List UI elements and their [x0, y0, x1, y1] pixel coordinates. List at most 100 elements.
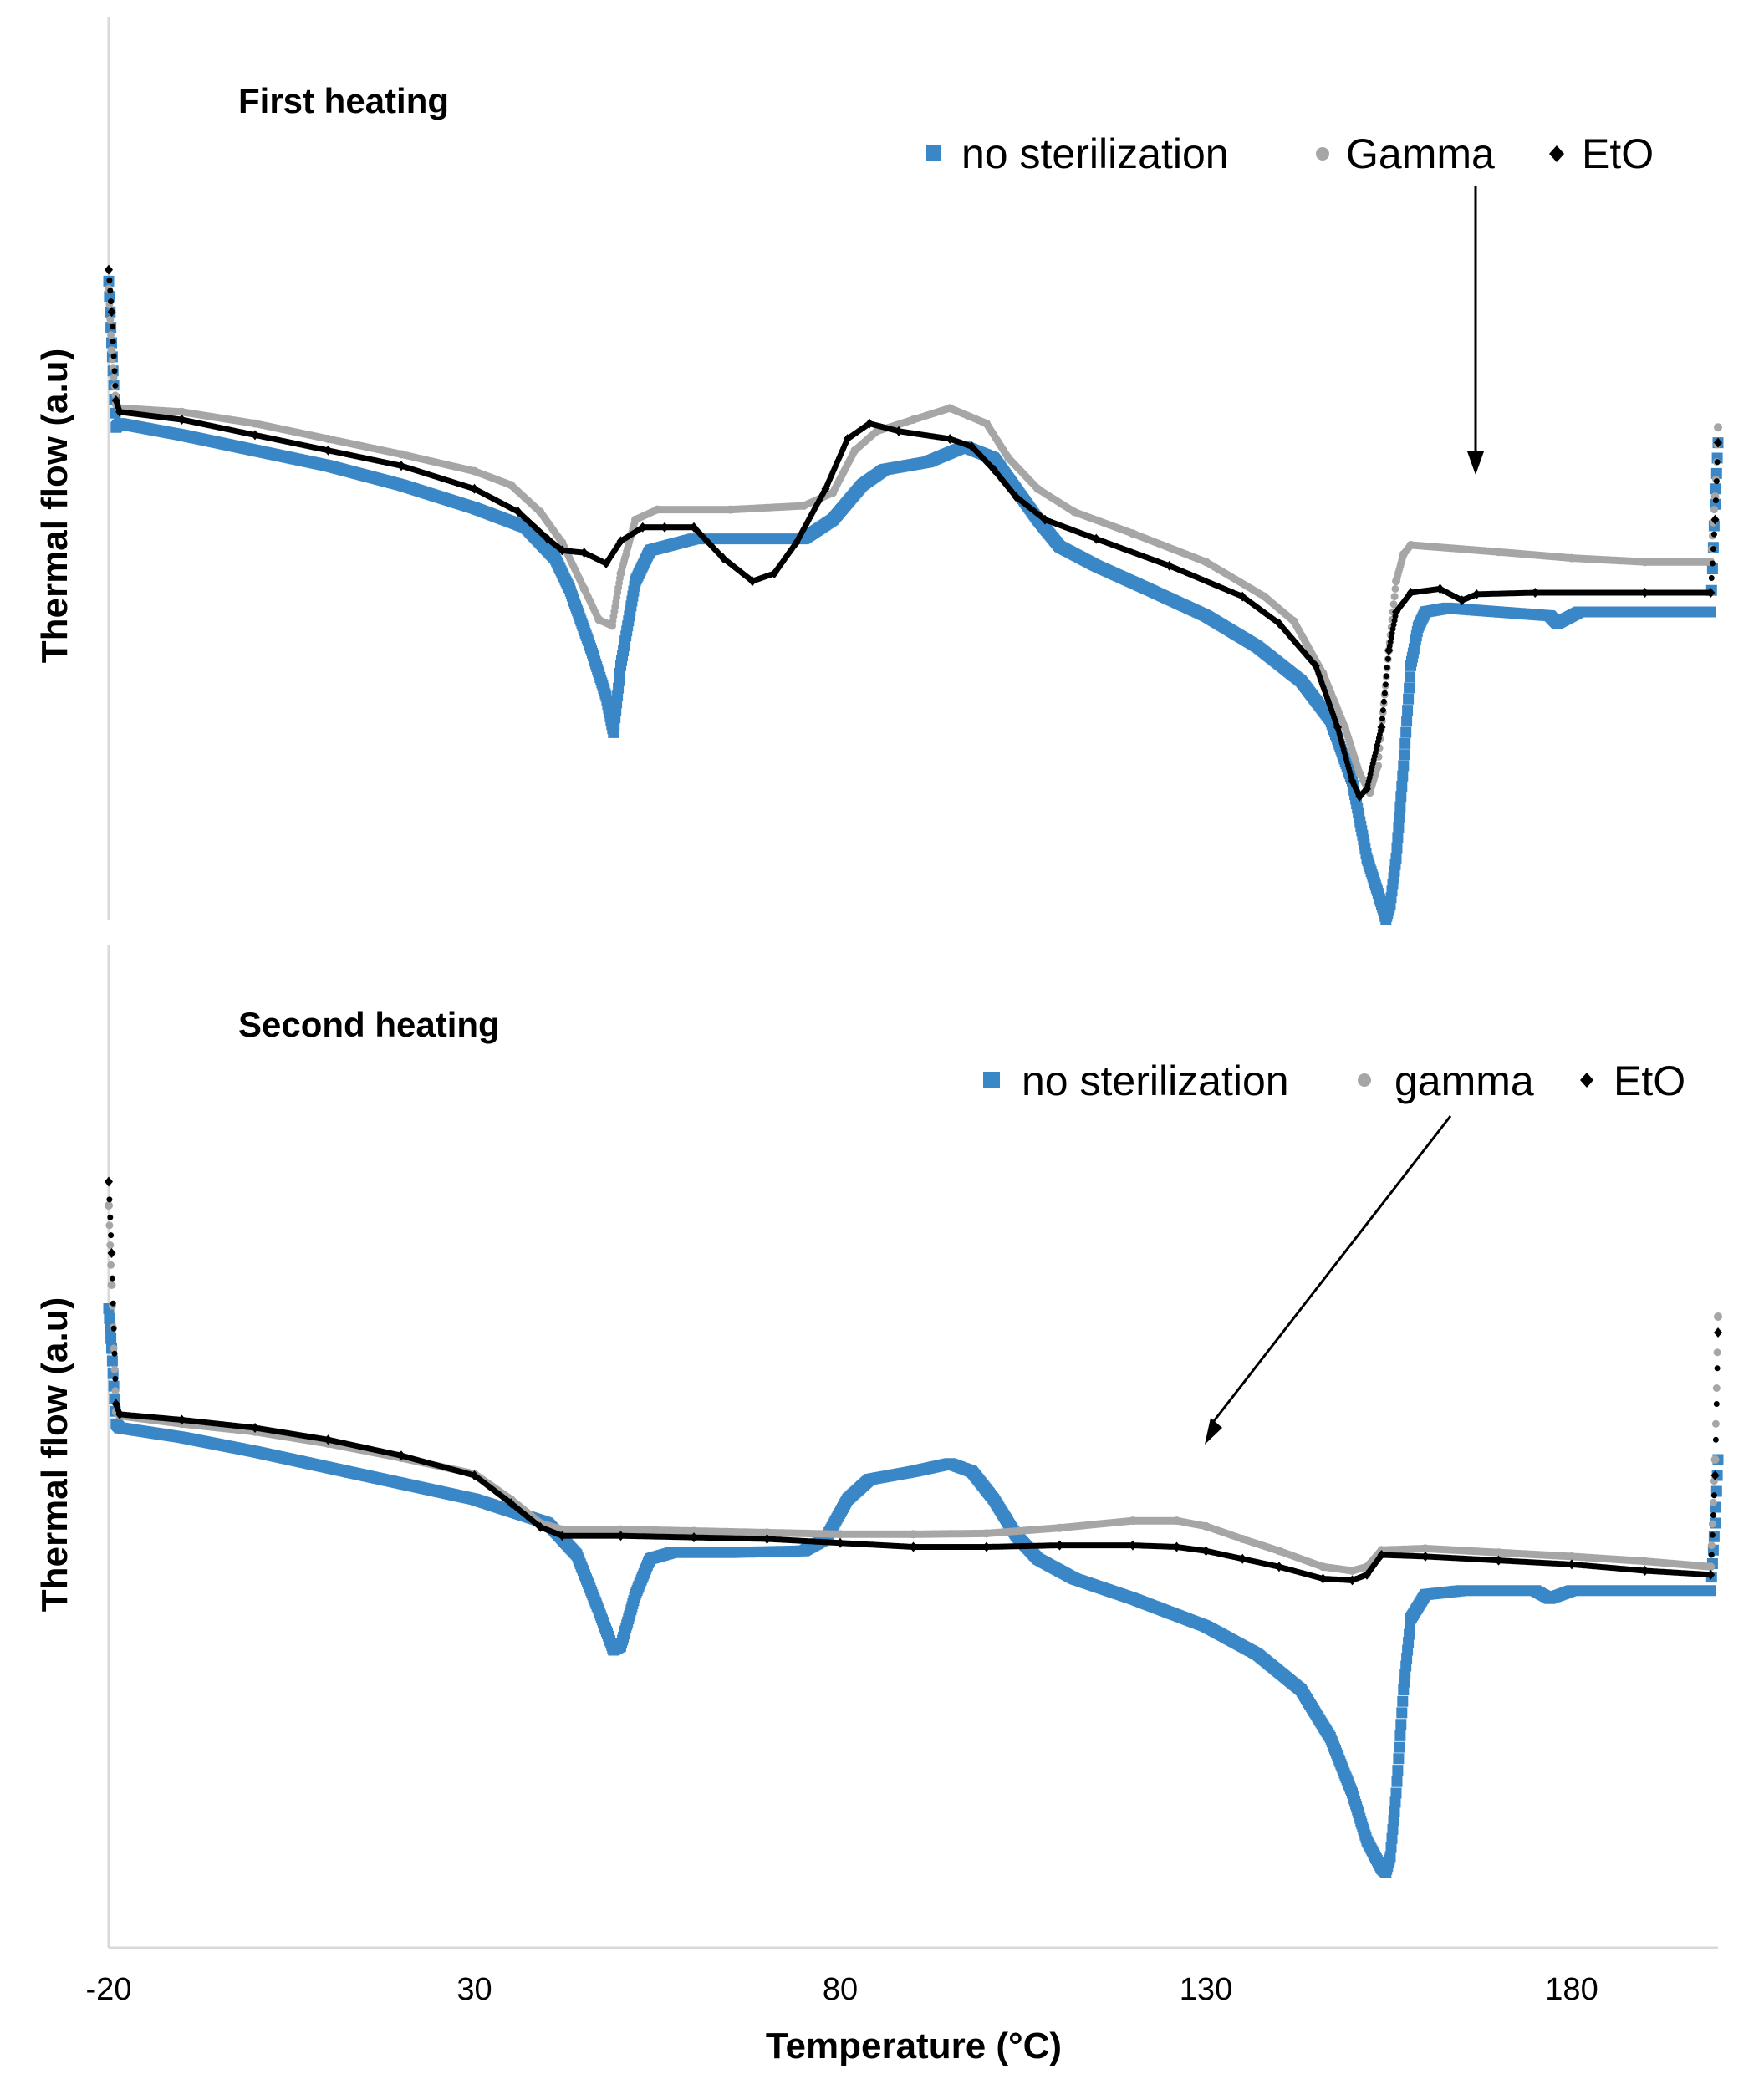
data-point-eto — [115, 406, 125, 417]
series-eto — [105, 264, 1722, 802]
data-point-no-sterilization — [176, 430, 187, 441]
data-point-no-sterilization — [586, 645, 597, 655]
data-point-eto — [638, 522, 647, 533]
data-point-no-sterilization — [630, 1589, 640, 1600]
data-point-eto — [1129, 1540, 1137, 1551]
data-point-no-sterilization — [1325, 1732, 1336, 1743]
data-point-gamma — [1392, 577, 1400, 586]
data-point-no-sterilization — [572, 1550, 582, 1560]
data-point-eto — [1706, 1569, 1716, 1580]
data-point-eto — [1012, 492, 1020, 502]
data-point-gamma — [1640, 558, 1649, 567]
data-point-no-sterilization — [1398, 1684, 1409, 1695]
legend-label-eto: EtO — [1582, 130, 1654, 177]
data-point-no-sterilization — [645, 545, 655, 556]
data-point-gamma — [982, 419, 991, 428]
data-point-gamma — [1070, 507, 1078, 517]
data-point-gamma — [107, 1281, 116, 1289]
annotation-arrow — [1467, 186, 1484, 475]
data-point-gamma — [909, 415, 918, 424]
data-point-gamma — [251, 419, 259, 428]
data-point-gamma — [616, 1525, 625, 1534]
data-point-eto — [836, 1537, 844, 1548]
data-point-gamma — [690, 1526, 698, 1536]
data-point-eto — [1165, 560, 1174, 571]
data-point-no-sterilization — [1128, 1593, 1138, 1604]
data-point-no-sterilization — [762, 533, 772, 544]
data-point-gamma — [177, 407, 186, 416]
data-point-gamma — [594, 615, 604, 624]
x-axis-title: Temperature (°C) — [766, 2026, 1062, 2066]
data-point-gamma — [1568, 1552, 1576, 1561]
data-point-no-sterilization — [1544, 1593, 1555, 1604]
x-tick-label: 30 — [456, 1972, 492, 2007]
data-point-eto — [470, 483, 479, 494]
data-point-no-sterilization — [988, 1494, 999, 1505]
data-point-eto — [770, 568, 779, 578]
legend-marker-no-sterilization — [983, 1072, 1000, 1088]
data-point-gamma — [470, 466, 479, 476]
data-point-gamma — [1714, 423, 1722, 432]
data-point-eto — [1172, 1541, 1181, 1552]
data-point-gamma — [616, 569, 625, 578]
data-point-no-sterilization — [725, 1547, 736, 1558]
data-point-eto — [1714, 437, 1722, 448]
data-point-eto — [105, 264, 113, 275]
plot-area — [103, 264, 1724, 925]
data-point-eto — [1311, 660, 1320, 671]
legend-marker-gamma — [1358, 1073, 1371, 1087]
data-point-no-sterilization — [1376, 899, 1387, 910]
data-point-eto — [1201, 1546, 1211, 1557]
data-point-no-sterilization — [1362, 1836, 1372, 1846]
panel-title: Second heating — [238, 1005, 500, 1044]
data-point-no-sterilization — [1705, 607, 1716, 617]
data-point-eto — [792, 538, 801, 548]
data-point-eto — [690, 1532, 698, 1543]
data-point-eto — [1710, 1470, 1720, 1480]
data-point-no-sterilization — [1705, 1585, 1716, 1596]
data-point-no-sterilization — [615, 660, 626, 671]
data-point-no-sterilization — [645, 1553, 655, 1564]
data-point-eto — [1318, 1573, 1328, 1584]
data-point-eto — [1333, 722, 1342, 732]
data-point-eto — [821, 483, 830, 494]
data-point-eto — [111, 1399, 120, 1409]
data-point-eto — [1457, 595, 1466, 606]
data-point-no-sterilization — [1420, 607, 1430, 617]
legend-marker-no-sterilization — [926, 145, 941, 161]
data-point-no-sterilization — [250, 445, 260, 456]
data-point-eto — [397, 1450, 405, 1461]
data-point-gamma — [653, 505, 662, 514]
data-point-gamma — [1355, 769, 1364, 778]
data-point-no-sterilization — [828, 514, 839, 525]
data-point-gamma — [1494, 548, 1503, 557]
data-point-gamma — [1129, 1516, 1137, 1526]
data-point-eto — [1055, 1540, 1064, 1551]
data-point-no-sterilization — [1252, 1648, 1262, 1659]
data-point-gamma — [558, 1525, 567, 1534]
data-point-no-sterilization — [1142, 583, 1153, 594]
data-point-no-sterilization — [115, 1423, 125, 1433]
data-point-gamma — [799, 502, 808, 511]
data-point-eto — [107, 307, 116, 318]
data-point-gamma — [1710, 1455, 1720, 1464]
data-point-eto — [1435, 583, 1445, 594]
data-point-no-sterilization — [1544, 610, 1555, 621]
data-point-no-sterilization — [798, 1546, 809, 1557]
series-eto — [105, 1176, 1722, 1586]
data-point-gamma — [536, 507, 545, 517]
data-point-eto — [602, 558, 610, 569]
data-point-eto — [111, 395, 120, 405]
data-point-gamma — [105, 1201, 113, 1210]
data-point-no-sterilization — [689, 533, 699, 544]
data-point-no-sterilization — [988, 453, 999, 463]
data-point-eto — [982, 1541, 991, 1552]
data-point-no-sterilization — [923, 456, 933, 467]
data-point-no-sterilization — [1380, 915, 1391, 925]
data-point-no-sterilization — [176, 1432, 187, 1443]
data-point-no-sterilization — [1296, 675, 1307, 686]
data-point-gamma — [1275, 1547, 1283, 1556]
data-point-eto — [1348, 776, 1357, 787]
data-point-eto — [1640, 588, 1649, 598]
